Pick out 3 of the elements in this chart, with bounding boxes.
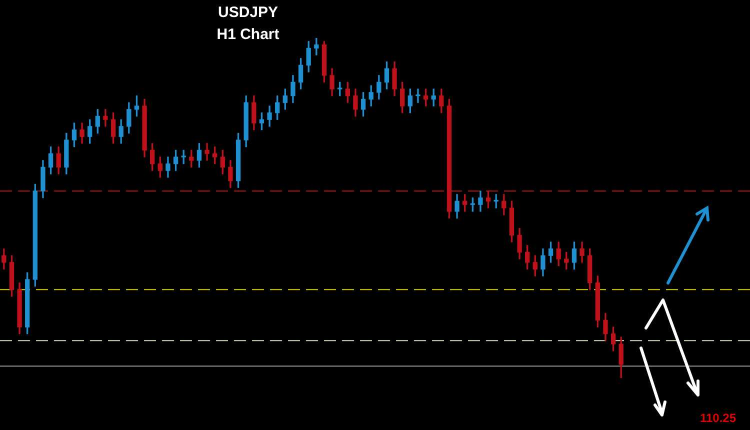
chart-title: USDJPY	[216, 3, 280, 23]
text: 110.25	[700, 411, 736, 425]
chart-subtitle: H1 Chart	[216, 25, 280, 45]
